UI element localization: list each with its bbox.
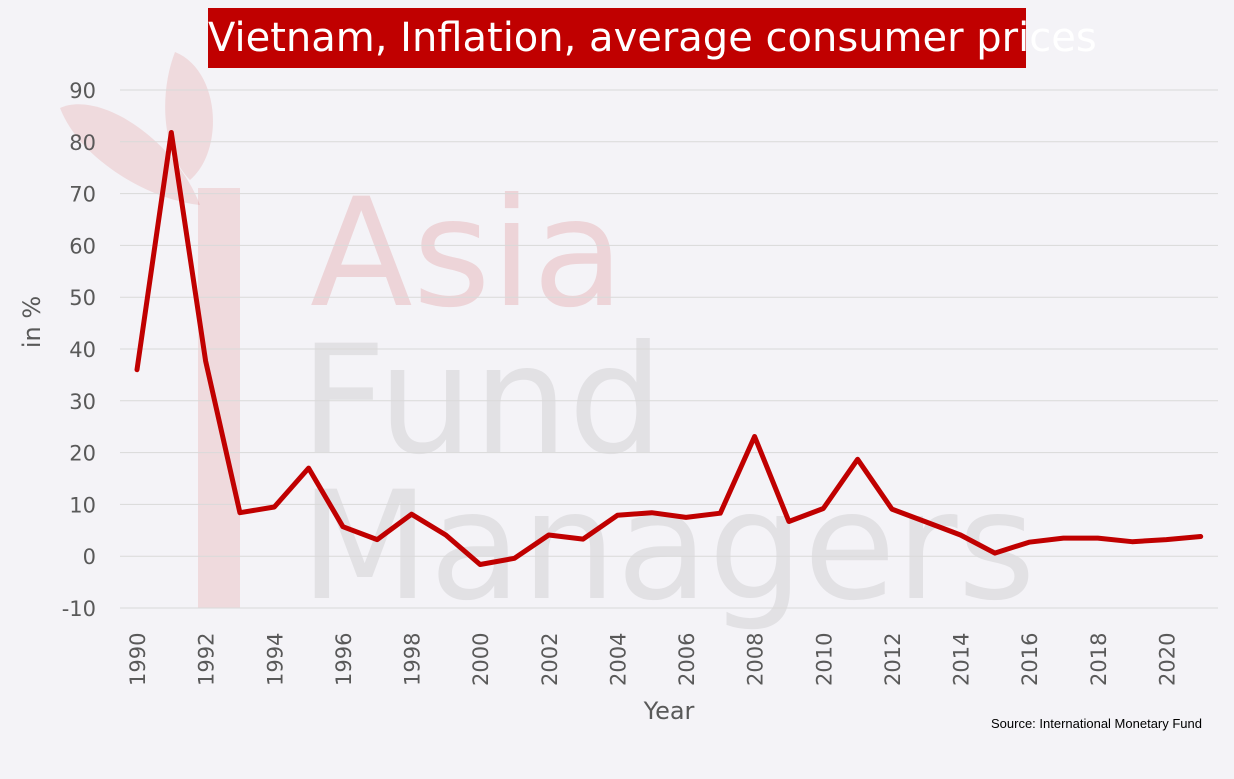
y-tick-label: 60 (69, 234, 96, 258)
x-tick-label: 1990 (126, 633, 150, 686)
y-axis-ticks: -10 0 10 20 30 40 50 60 70 80 90 (62, 79, 96, 621)
y-tick-label: 90 (69, 79, 96, 103)
y-tick-label: 40 (69, 338, 96, 362)
x-tick-label: 1998 (401, 633, 425, 686)
watermark-leaf-right (165, 52, 213, 180)
watermark-stem (198, 188, 240, 608)
watermark-word-asia: Asia (310, 167, 624, 341)
y-tick-label: 10 (69, 493, 96, 517)
x-tick-label: 2006 (675, 633, 699, 686)
grid-lines (120, 89, 1218, 609)
source-note: Source: International Monetary Fund (990, 716, 1202, 731)
y-tick-label: 0 (83, 545, 96, 569)
x-tick-label: 2004 (606, 633, 630, 686)
series-line (134, 130, 1204, 567)
watermark-logo: Asia Fund Managers (60, 52, 1036, 634)
y-tick-label: 30 (69, 390, 96, 414)
x-tick-label: 2012 (881, 633, 905, 686)
x-axis-ticks: 1990 1992 1994 1996 1998 2000 2002 2004 2006 2008… (126, 633, 1179, 686)
x-tick-label: 1992 (195, 633, 219, 686)
x-tick-label: 2016 (1018, 633, 1042, 686)
watermark-word-managers: Managers (300, 460, 1036, 634)
y-tick-label: 70 (69, 183, 96, 207)
x-axis-label: Year (643, 697, 695, 725)
y-axis-label: in % (18, 296, 46, 348)
y-tick-label: 20 (69, 442, 96, 466)
x-tick-label: 2008 (744, 633, 768, 686)
x-tick-label: 2002 (538, 633, 562, 686)
y-tick-label: 50 (69, 286, 96, 310)
chart-title: Vietnam, Inflation, average consumer pri… (208, 8, 1097, 68)
x-tick-label: 1996 (332, 633, 356, 686)
x-tick-label: 2014 (950, 633, 974, 686)
x-tick-label: 2020 (1155, 633, 1179, 686)
y-tick-label: -10 (62, 597, 96, 621)
x-tick-label: 2018 (1087, 633, 1111, 686)
x-tick-label: 1994 (263, 633, 287, 686)
y-tick-label: 80 (69, 131, 96, 155)
x-tick-label: 2000 (469, 633, 493, 686)
x-tick-label: 2010 (812, 633, 836, 686)
